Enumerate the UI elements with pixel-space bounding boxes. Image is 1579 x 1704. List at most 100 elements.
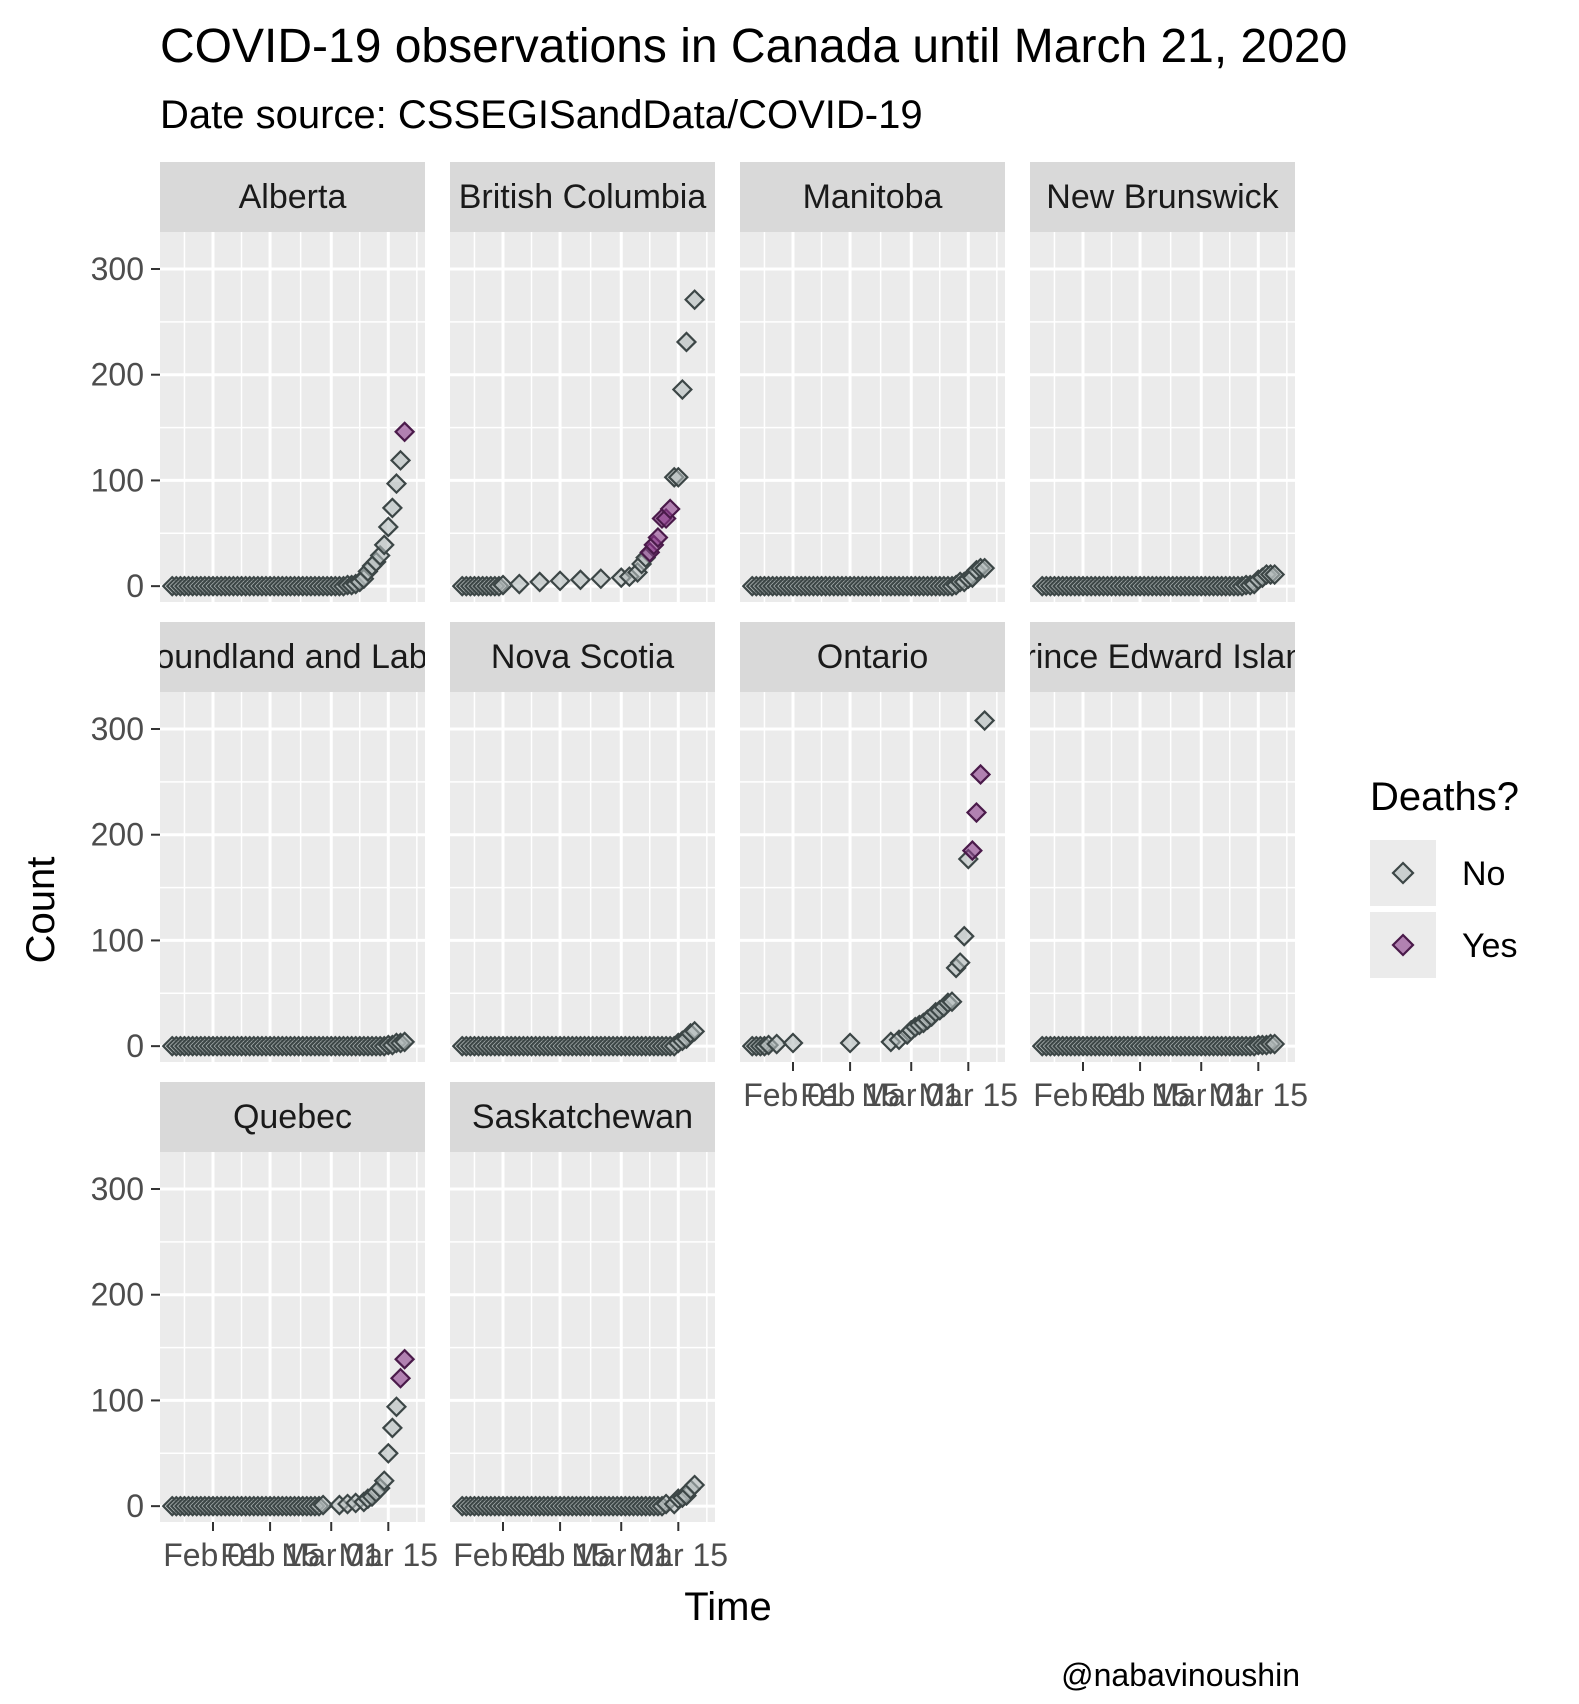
y-tick-label: 300: [91, 711, 144, 747]
x-tick-label: Mar 15: [1209, 1077, 1309, 1113]
y-tick-label: 0: [126, 1488, 144, 1524]
y-tick-label: 100: [91, 1382, 144, 1418]
facet-strip-label: Manitoba: [803, 178, 943, 216]
panel-background: [740, 232, 1005, 602]
data-point: [839, 1032, 861, 1054]
y-axis-label: Count: [19, 857, 63, 964]
data-point: [684, 1474, 706, 1496]
y-tick-label: 100: [91, 922, 144, 958]
data-point: [1264, 563, 1286, 586]
panel-background: [1030, 232, 1295, 602]
x-tick-label: Mar 01: [281, 1537, 381, 1573]
data-point: [953, 925, 975, 947]
y-tick-label: 100: [91, 462, 144, 498]
facet-strip-label: Newfoundland and Labrador: [78, 638, 507, 676]
data-point: [569, 569, 592, 591]
chart-caption: @nabavinoushin: [1061, 1657, 1300, 1693]
x-tick-label: Feb 01: [453, 1537, 553, 1573]
panel-background: [160, 692, 425, 1062]
facet-strip: [450, 622, 715, 692]
x-tick-label: Feb 01: [743, 1077, 843, 1113]
facet-strip-label: Nova Scotia: [491, 638, 674, 676]
facet-strip: [160, 622, 425, 692]
x-tick-label: Mar 15: [629, 1537, 729, 1573]
facet-strip: [740, 162, 1005, 232]
legend-label: Yes: [1462, 927, 1517, 965]
y-tick-label: 300: [91, 1171, 144, 1207]
data-point: [394, 1031, 416, 1053]
data-point: [961, 840, 983, 862]
data-point: [312, 1494, 334, 1516]
y-tick-label: 0: [126, 1028, 144, 1064]
facet-strip-label: Ontario: [817, 638, 929, 676]
data-point: [659, 498, 681, 520]
facet-strip: [740, 622, 1005, 692]
x-tick-label: Feb 15: [1090, 1077, 1190, 1113]
panel-background: [1030, 692, 1295, 1062]
data-point: [969, 763, 992, 786]
data-point: [684, 289, 706, 311]
x-tick-label: Mar 15: [919, 1077, 1019, 1113]
facet-strip-label: Prince Edward Island: [1002, 638, 1323, 676]
data-point: [647, 526, 669, 549]
data-point: [385, 473, 408, 495]
facet-newfoundland-and-labrador: Newfoundland and Labrador 0 100 200 300: [78, 622, 507, 1064]
data-point: [381, 1417, 403, 1439]
data-point: [373, 534, 395, 556]
facet-strip-label: British Columbia: [459, 178, 707, 216]
data-point: [949, 952, 971, 974]
data-point: [385, 1396, 408, 1418]
legend-label: No: [1462, 855, 1505, 893]
x-tick-label: Feb 15: [220, 1537, 320, 1573]
data-point: [671, 378, 693, 401]
legend-swatch: [1391, 861, 1415, 885]
facet-strip-label: Alberta: [239, 178, 347, 216]
chart-title: COVID-19 observations in Canada until Ma…: [160, 20, 1347, 73]
y-tick-label: 200: [91, 1277, 144, 1313]
y-tick-label: 200: [91, 357, 144, 393]
x-tick-label: Mar 01: [571, 1537, 671, 1573]
legend-item-yes: Yes: [1370, 912, 1517, 978]
facet-strip: [160, 1082, 425, 1152]
data-point: [549, 570, 571, 592]
facet-new-brunswick: New Brunswick: [1030, 162, 1295, 602]
x-tick-label: Mar 01: [1151, 1077, 1251, 1113]
data-point: [389, 1367, 412, 1389]
data-point: [766, 1033, 788, 1055]
legend-swatch: [1391, 933, 1415, 957]
facet-nova-scotia: Nova Scotia: [450, 622, 715, 1062]
facet-strip: [1030, 622, 1295, 692]
data-point: [941, 991, 963, 1013]
y-tick-label: 0: [126, 568, 144, 604]
legend-entries: No Yes: [1370, 840, 1517, 978]
facet-strip: [450, 162, 715, 232]
panel-background: [450, 232, 715, 602]
facet-strip: [450, 1082, 715, 1152]
facet-strip-label: New Brunswick: [1046, 178, 1279, 216]
x-axis-label: Time: [684, 1585, 771, 1629]
panel-background: [450, 692, 715, 1062]
facet-strip-label: Saskatchewan: [472, 1098, 693, 1136]
data-point: [965, 801, 988, 824]
data-point: [590, 568, 612, 590]
data-point: [529, 571, 551, 593]
panel-background: [450, 1152, 715, 1522]
data-point: [508, 573, 530, 595]
data-point: [373, 1470, 395, 1492]
data-point: [1264, 1033, 1286, 1055]
x-tick-label: Feb 01: [163, 1537, 263, 1573]
data-point: [782, 1032, 804, 1054]
legend-item-no: No: [1370, 840, 1505, 906]
x-tick-label: Feb 15: [510, 1537, 610, 1573]
y-tick-label: 300: [91, 251, 144, 287]
data-point: [381, 497, 403, 519]
legend-title: Deaths?: [1370, 775, 1519, 819]
facet-strip: [160, 162, 425, 232]
x-tick-label: Feb 01: [1033, 1077, 1133, 1113]
data-point: [394, 1348, 416, 1370]
